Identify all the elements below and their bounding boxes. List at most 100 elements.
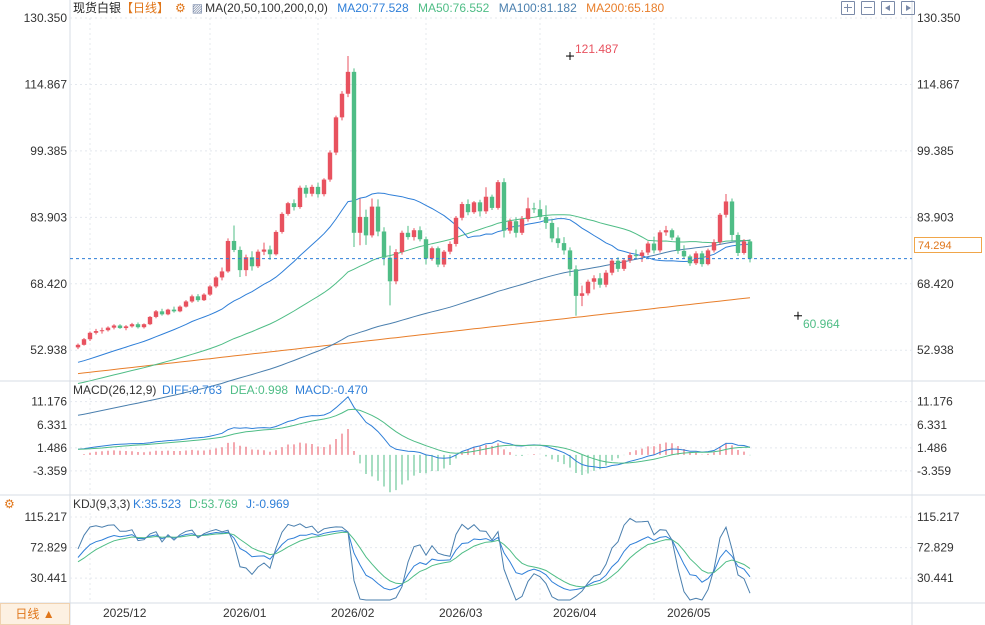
candle-body[interactable] [93, 331, 99, 333]
candle-body[interactable] [291, 203, 297, 208]
candle-body[interactable] [339, 93, 345, 118]
candle-body[interactable] [177, 306, 183, 312]
candle-body[interactable] [357, 216, 363, 233]
candle-body[interactable] [585, 281, 591, 294]
candle-body[interactable] [555, 238, 561, 244]
zoom-in-icon[interactable] [841, 1, 855, 15]
candle-body[interactable] [423, 239, 429, 259]
candle-body[interactable] [141, 324, 147, 328]
kdj-gear-icon[interactable]: ⚙ [4, 497, 15, 511]
candle-body[interactable] [105, 327, 111, 331]
candle-body[interactable] [393, 252, 399, 282]
candle-body[interactable] [669, 230, 675, 238]
candle-body[interactable] [381, 231, 387, 258]
candle-body[interactable] [111, 325, 117, 328]
candle-body[interactable] [387, 257, 393, 282]
candle-body[interactable] [195, 296, 201, 301]
zoom-out-icon[interactable] [861, 1, 875, 15]
candle-body[interactable] [567, 250, 573, 270]
candle-body[interactable] [447, 243, 453, 252]
candle-body[interactable] [87, 332, 93, 340]
candle-body[interactable] [171, 309, 177, 312]
candle-body[interactable] [639, 252, 645, 256]
candle-body[interactable] [729, 201, 735, 235]
candle-body[interactable] [633, 255, 639, 257]
candle-body[interactable] [615, 260, 621, 269]
candle-body[interactable] [591, 278, 597, 282]
candle-body[interactable] [321, 179, 327, 195]
candle-body[interactable] [465, 204, 471, 213]
candle-body[interactable] [279, 213, 285, 232]
candle-body[interactable] [681, 250, 687, 257]
candle-body[interactable] [261, 249, 267, 252]
candle-body[interactable] [183, 301, 189, 307]
candle-body[interactable] [123, 326, 129, 329]
candle-body[interactable] [213, 277, 219, 287]
candle-body[interactable] [627, 255, 633, 261]
candle-body[interactable] [249, 257, 255, 267]
gear-icon[interactable]: ⚙ [175, 1, 186, 15]
candle-body[interactable] [675, 237, 681, 251]
candle-body[interactable] [513, 221, 519, 233]
candle-body[interactable] [333, 117, 339, 153]
candle-body[interactable] [129, 324, 135, 327]
candle-body[interactable] [735, 234, 741, 253]
candle-body[interactable] [303, 187, 309, 194]
candle-body[interactable] [477, 202, 483, 212]
candle-body[interactable] [453, 217, 459, 244]
candle-body[interactable] [543, 216, 549, 223]
candle-body[interactable] [579, 293, 585, 296]
candle-body[interactable] [723, 201, 729, 215]
indicator-icon[interactable]: ▨ [191, 1, 204, 15]
candle-body[interactable] [165, 309, 171, 315]
candle-body[interactable] [75, 344, 81, 348]
candle-body[interactable] [351, 71, 357, 233]
candle-body[interactable] [435, 248, 441, 265]
candle-body[interactable] [747, 241, 753, 259]
candle-body[interactable] [99, 330, 105, 332]
candle-body[interactable] [231, 240, 237, 250]
candle-body[interactable] [135, 324, 141, 328]
candle-body[interactable] [417, 230, 423, 240]
candle-body[interactable] [651, 243, 657, 251]
candle-body[interactable] [363, 216, 369, 236]
candle-body[interactable] [159, 311, 165, 315]
candle-body[interactable] [603, 272, 609, 285]
candle-body[interactable] [315, 186, 321, 195]
candle-body[interactable] [687, 256, 693, 264]
candle-body[interactable] [237, 249, 243, 271]
candle-body[interactable] [267, 249, 273, 255]
candle-body[interactable] [117, 325, 123, 329]
candle-body[interactable] [327, 152, 333, 180]
candle-body[interactable] [309, 186, 315, 194]
candle-body[interactable] [549, 222, 555, 239]
candle-body[interactable] [483, 196, 489, 212]
candle-body[interactable] [501, 182, 507, 231]
scroll-left-icon[interactable] [881, 1, 895, 15]
candle-body[interactable] [399, 232, 405, 253]
candle-body[interactable] [597, 278, 603, 285]
candle-body[interactable] [609, 260, 615, 273]
candle-body[interactable] [471, 202, 477, 213]
candle-body[interactable] [411, 230, 417, 238]
candle-body[interactable] [219, 271, 225, 278]
candle-body[interactable] [741, 241, 747, 253]
candle-body[interactable] [519, 219, 525, 233]
scroll-right-icon[interactable] [901, 1, 915, 15]
candle-body[interactable] [717, 214, 723, 243]
candle-body[interactable] [81, 339, 87, 345]
candle-body[interactable] [525, 208, 531, 220]
candle-body[interactable] [207, 286, 213, 295]
candle-body[interactable] [459, 204, 465, 218]
candle-body[interactable] [147, 316, 153, 325]
candle-body[interactable] [273, 231, 279, 255]
candle-body[interactable] [507, 221, 513, 231]
candle-body[interactable] [297, 187, 303, 208]
candle-body[interactable] [573, 269, 579, 296]
candle-body[interactable] [531, 208, 537, 210]
candle-body[interactable] [345, 71, 351, 94]
candle-body[interactable] [429, 248, 435, 259]
candle-body[interactable] [711, 242, 717, 251]
candle-body[interactable] [537, 209, 543, 217]
